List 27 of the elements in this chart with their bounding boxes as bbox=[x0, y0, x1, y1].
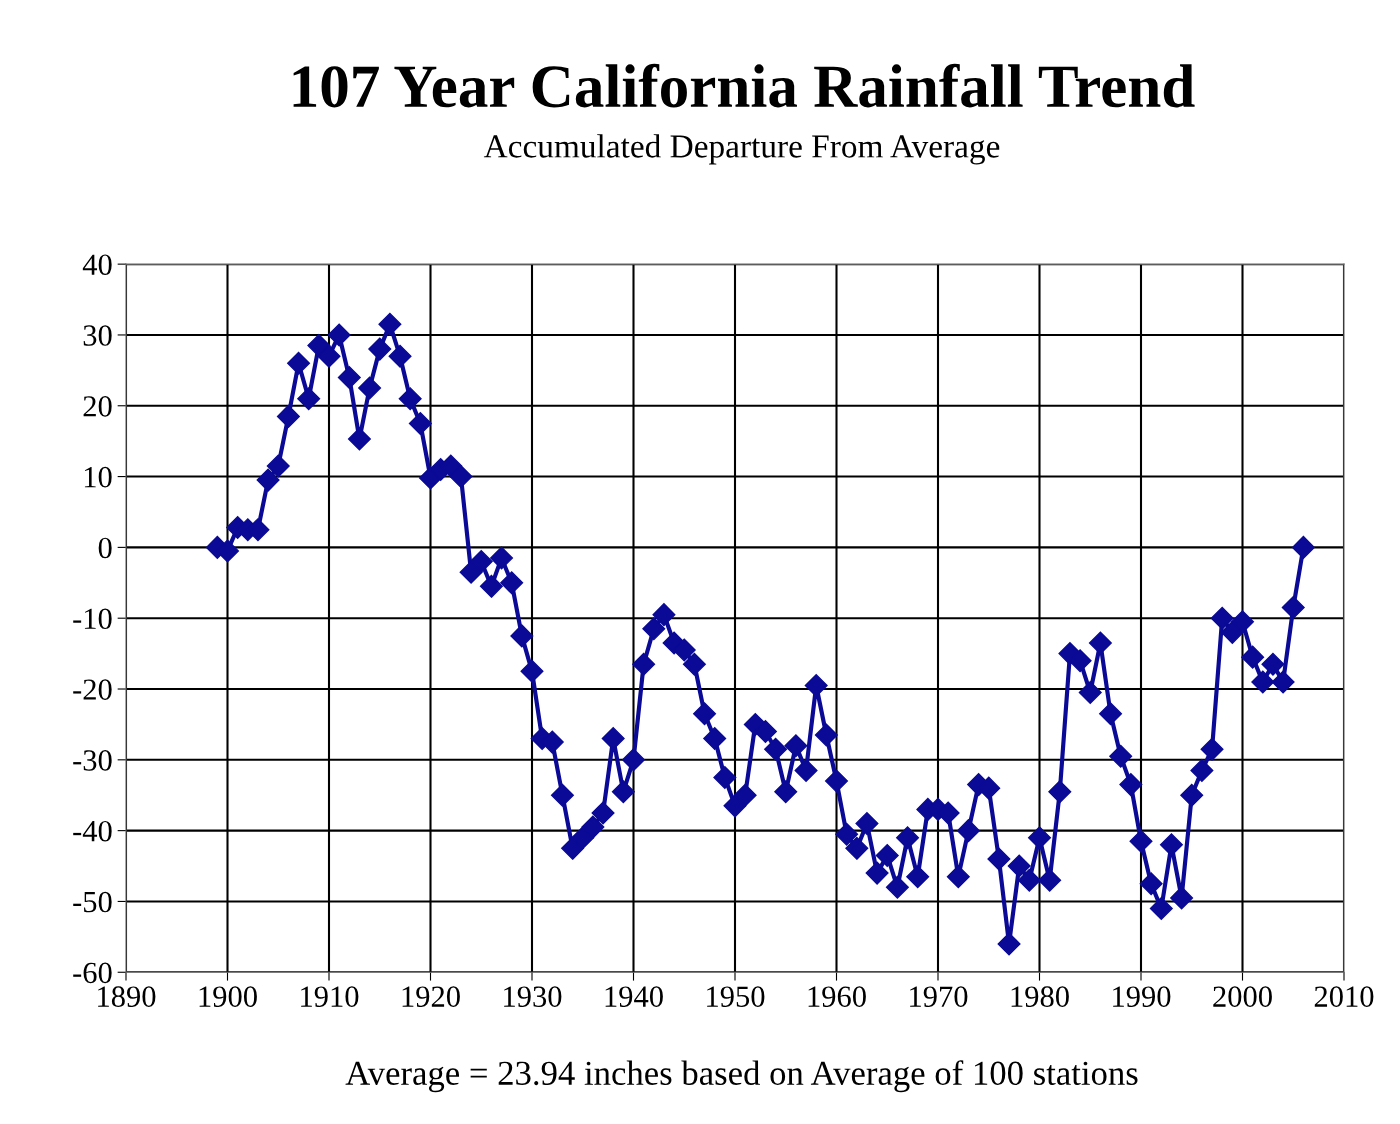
chart-title: 107 Year California Rainfall Trend bbox=[293, 63, 1195, 108]
y-tick-label: -50 bbox=[73, 891, 112, 913]
y-tick-label: 40 bbox=[82, 254, 112, 276]
y-tick-label: -30 bbox=[73, 750, 112, 771]
chart-subtitle: Accumulated Departure From Average bbox=[483, 134, 1000, 165]
y-tick-label: 10 bbox=[84, 466, 112, 488]
y-tick-label: 0 bbox=[98, 537, 112, 559]
x-tick-label: 1950 bbox=[707, 986, 765, 1007]
x-tick-label: 2010 bbox=[1314, 986, 1374, 1007]
x-tick-label: 1900 bbox=[199, 986, 257, 1007]
text: Average = 23.94 inches based on Average of 100 stations bbox=[345, 1060, 1138, 1093]
x-tick-label: 1890 bbox=[98, 986, 156, 1007]
y-tick-label: -20 bbox=[73, 679, 112, 700]
x-tick-label: 1910 bbox=[301, 986, 359, 1007]
y-tick-label: -40 bbox=[73, 820, 112, 842]
y-tick-label: 30 bbox=[83, 325, 112, 346]
x-tick-label: 1970 bbox=[910, 986, 968, 1007]
x-tick-label: 2000 bbox=[1213, 986, 1272, 1007]
x-tick-label: 1940 bbox=[605, 986, 663, 1007]
x-tick-label: 1920 bbox=[402, 986, 460, 1007]
x-tick-label: 1990 bbox=[1113, 986, 1171, 1007]
y-tick-label: -10 bbox=[73, 608, 112, 630]
x-tick-label: 1980 bbox=[1011, 986, 1069, 1007]
x-tick-label: 1960 bbox=[808, 986, 866, 1007]
y-tick-label: -60 bbox=[73, 962, 112, 984]
y-tick-label: 20 bbox=[83, 396, 112, 417]
x-tick-label: 1930 bbox=[504, 986, 562, 1007]
